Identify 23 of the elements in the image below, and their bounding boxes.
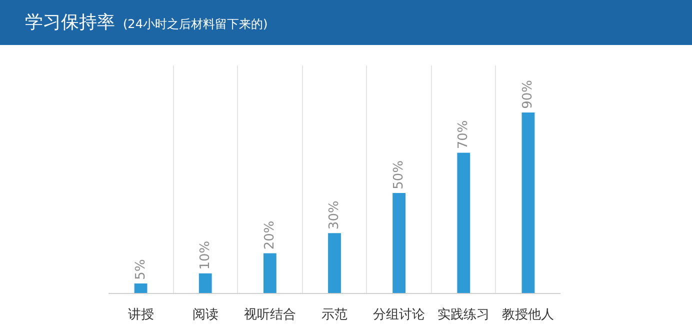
data-label: 90%: [520, 80, 536, 109]
bar: [392, 192, 406, 294]
bar: [263, 253, 276, 294]
data-label: 10%: [198, 240, 213, 270]
bar: [198, 273, 212, 294]
bar: [457, 152, 470, 294]
bar: [522, 112, 535, 294]
data-label: 50%: [392, 160, 407, 190]
chart-subtitle: (24小时之后材料留下来的): [123, 17, 268, 31]
data-label: 5%: [133, 259, 148, 280]
x-tick-label: 视听结合: [244, 308, 296, 322]
bar: [134, 283, 148, 294]
data-label: 20%: [262, 220, 278, 250]
x-tick-label: 分组讨论: [373, 308, 426, 322]
x-tick-label: 示范: [322, 308, 348, 322]
x-tick-label: 实践练习: [438, 308, 490, 322]
chart-title: 学习保持率: [25, 12, 115, 33]
data-label: 30%: [327, 200, 342, 230]
x-tick-label: 教授他人: [502, 308, 554, 322]
bar: [328, 233, 341, 294]
x-tick-label: 讲授: [128, 308, 154, 322]
data-label: 70%: [456, 120, 472, 150]
x-tick-label: 阅读: [192, 308, 218, 322]
